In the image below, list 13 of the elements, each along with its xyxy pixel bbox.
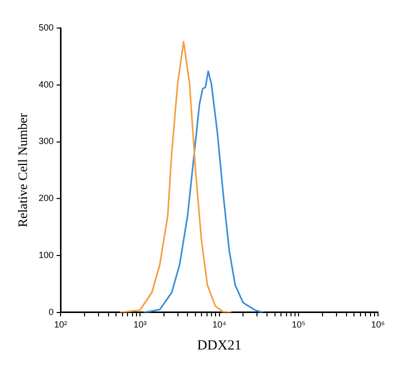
y-tick-label: 500 [38,22,54,32]
y-tick-label: 300 [38,136,54,146]
y-axis-title: Relative Cell Number [15,112,30,228]
y-tick-label: 0 [48,306,54,317]
x-tick-label: 10⁴ [212,319,226,330]
y-tick-label: 100 [38,250,54,260]
x-tick-label: 10⁶ [371,319,386,330]
x-tick-label: 10² [54,319,68,330]
y-tick-label: 400 [38,79,54,90]
y-tick-label: 200 [38,193,54,204]
x-axis-title: DDX21 [197,338,242,354]
x-tick-label: 10⁵ [292,319,306,330]
x-tick-label: 10³ [133,319,146,330]
